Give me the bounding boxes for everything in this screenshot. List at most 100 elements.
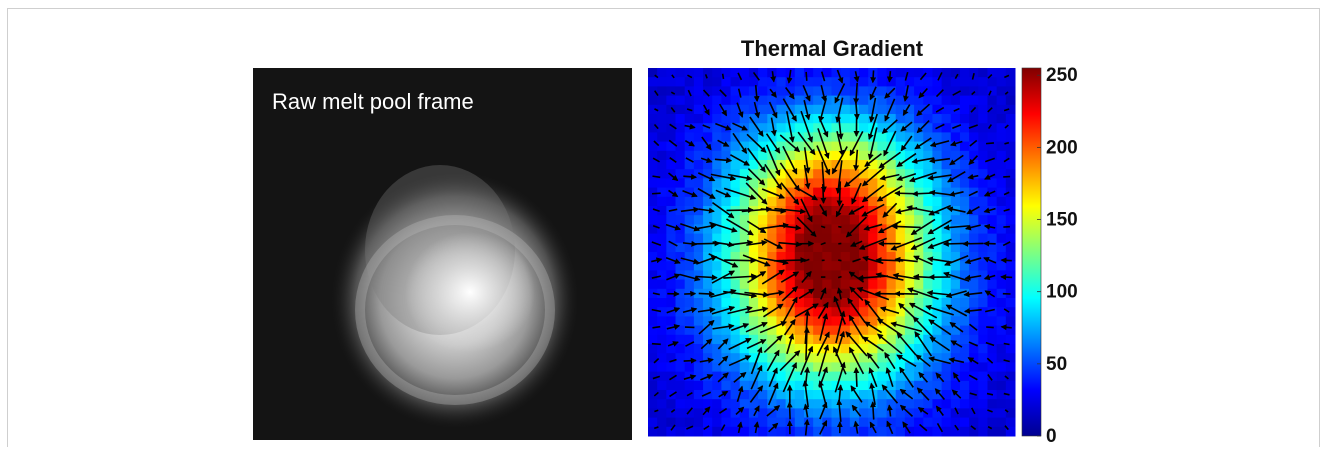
- heat-cell: [749, 261, 759, 271]
- heat-cell: [758, 197, 768, 207]
- heat-cell: [923, 77, 933, 87]
- heat-cell: [648, 298, 658, 308]
- heat-cell: [685, 114, 695, 124]
- heat-cell: [822, 261, 832, 271]
- heat-cell: [923, 280, 933, 290]
- heat-cell: [694, 381, 704, 391]
- heat-cell: [703, 316, 713, 326]
- heat-cell: [923, 418, 933, 428]
- heat-cell: [960, 96, 970, 106]
- heat-cell: [960, 114, 970, 124]
- heat-cell: [685, 96, 695, 106]
- heat-cell: [987, 307, 997, 317]
- heat-cell: [914, 68, 924, 78]
- heat-cell: [868, 160, 878, 170]
- heat-cell: [776, 215, 786, 225]
- heat-cell: [804, 408, 814, 418]
- heat-cell: [942, 335, 952, 345]
- heat-cell: [776, 132, 786, 142]
- heat-cell: [813, 160, 823, 170]
- heat-cell: [859, 96, 869, 106]
- heat-cell: [997, 270, 1007, 280]
- heat-cell: [978, 105, 988, 115]
- gradient-arrow: [823, 184, 824, 203]
- heat-cell: [666, 362, 676, 372]
- heat-cell: [997, 408, 1007, 418]
- heat-cell: [887, 261, 897, 271]
- heat-cell: [712, 298, 722, 308]
- heat-cell: [850, 427, 860, 437]
- heat-cell: [942, 96, 952, 106]
- heat-cell: [859, 77, 869, 87]
- heat-cell: [942, 105, 952, 115]
- heat-cell: [960, 151, 970, 161]
- heat-cell: [758, 114, 768, 124]
- heat-cell: [1006, 234, 1016, 244]
- heat-cell: [932, 372, 942, 382]
- heat-cell: [703, 399, 713, 409]
- heat-cell: [657, 151, 667, 161]
- gradient-arrow: [724, 260, 755, 261]
- heat-cell: [694, 123, 704, 133]
- heat-cell: [997, 178, 1007, 188]
- heat-cell: [712, 169, 722, 179]
- heat-cell: [896, 77, 906, 87]
- heat-cell: [721, 399, 731, 409]
- heat-cell: [832, 234, 842, 244]
- heat-cell: [997, 280, 1007, 290]
- heat-cell: [923, 68, 933, 78]
- heat-cell: [758, 151, 768, 161]
- heat-cell: [731, 316, 741, 326]
- heat-cell: [1006, 215, 1016, 225]
- heat-cell: [676, 298, 686, 308]
- heat-cell: [740, 270, 750, 280]
- heat-cell: [877, 390, 887, 400]
- heat-cell: [676, 224, 686, 234]
- heat-cell: [896, 96, 906, 106]
- heat-cell: [712, 114, 722, 124]
- heat-cell: [1006, 114, 1016, 124]
- heat-cell: [969, 307, 979, 317]
- gradient-arrow: [986, 327, 994, 328]
- heat-cell: [657, 188, 667, 198]
- gradient-arrow: [873, 70, 874, 82]
- heat-cell: [813, 169, 823, 179]
- heat-cell: [969, 399, 979, 409]
- heat-cell: [703, 280, 713, 290]
- heat-cell: [859, 408, 869, 418]
- heat-cell: [978, 316, 988, 326]
- heat-cell: [914, 215, 924, 225]
- heat-cell: [942, 188, 952, 198]
- heat-cell: [676, 418, 686, 428]
- heat-cell: [676, 132, 686, 142]
- heat-cell: [868, 280, 878, 290]
- heat-cell: [841, 418, 851, 428]
- heat-cell: [731, 298, 741, 308]
- heat-cell: [676, 372, 686, 382]
- heat-cell: [914, 197, 924, 207]
- heat-cell: [841, 114, 851, 124]
- heat-cell: [666, 381, 676, 391]
- heat-cell: [951, 280, 961, 290]
- heat-cell: [804, 197, 814, 207]
- heat-cell: [905, 261, 915, 271]
- heat-cell: [694, 362, 704, 372]
- heat-cell: [932, 132, 942, 142]
- heat-cell: [786, 215, 796, 225]
- heat-cell: [978, 390, 988, 400]
- heat-cell: [694, 316, 704, 326]
- heat-cell: [657, 316, 667, 326]
- heat-cell: [776, 123, 786, 133]
- heat-cell: [978, 280, 988, 290]
- heat-cell: [877, 399, 887, 409]
- heat-cell: [978, 372, 988, 382]
- heat-cell: [721, 408, 731, 418]
- heat-cell: [657, 86, 667, 96]
- heat-cell: [978, 86, 988, 96]
- heat-cell: [951, 123, 961, 133]
- heat-cell: [859, 123, 869, 133]
- heat-cell: [877, 418, 887, 428]
- heat-cell: [978, 427, 988, 437]
- heat-cell: [896, 298, 906, 308]
- heat-cell: [776, 427, 786, 437]
